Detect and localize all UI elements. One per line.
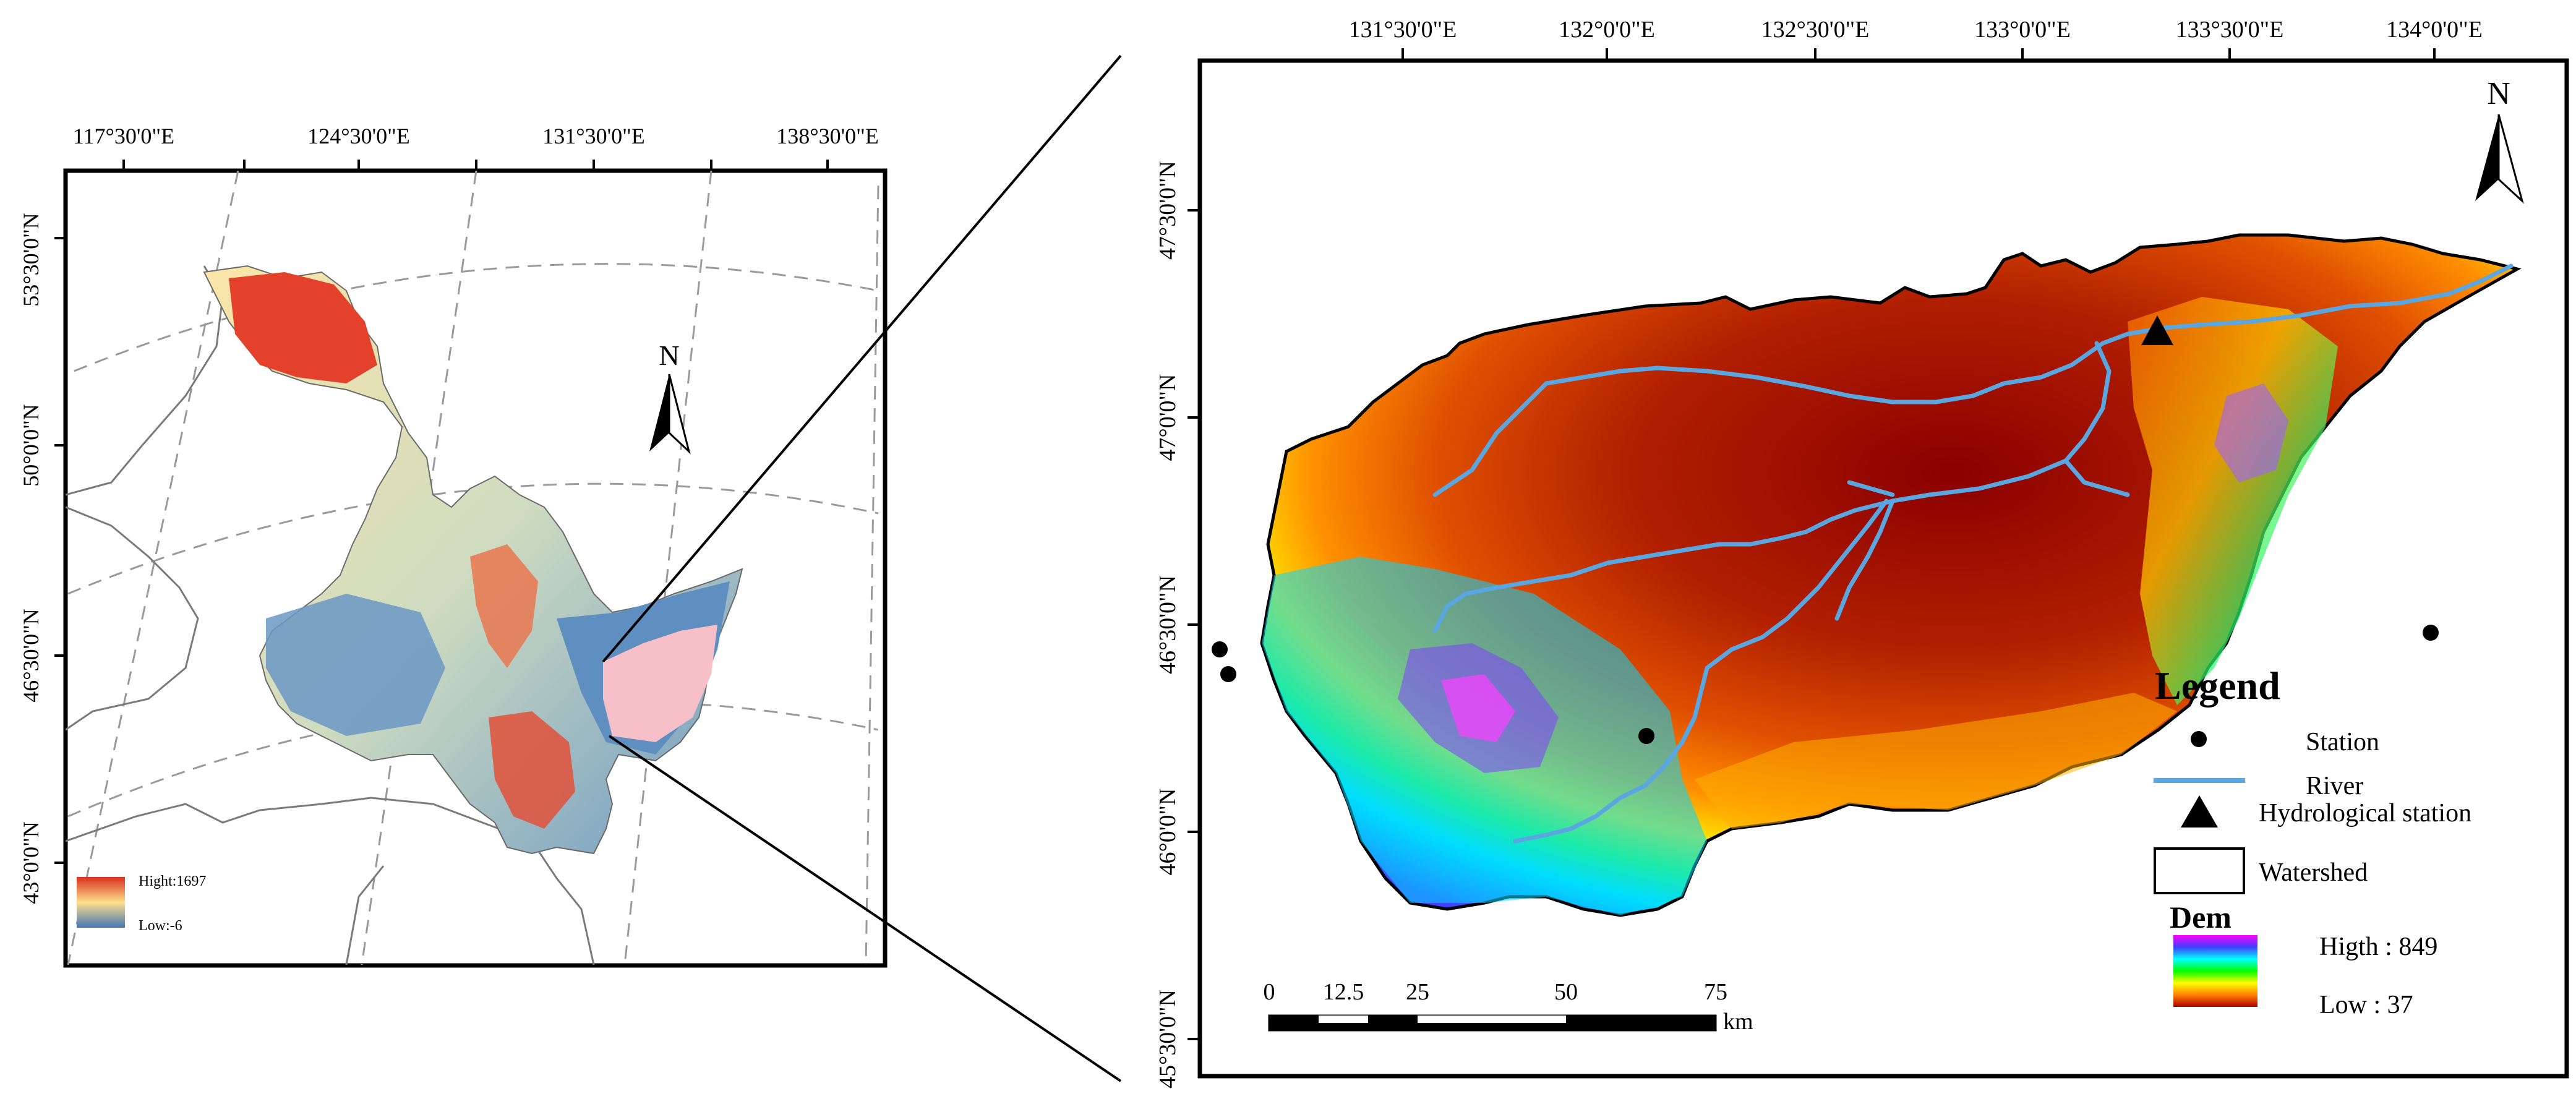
detail-lon-label: 132°30'0"E [1761,17,1870,43]
overview-lon-label: 124°30'0"E [307,124,410,148]
lowland-west [266,594,445,736]
triangle-icon [2181,795,2218,828]
detail-lon-ticks [1401,48,2436,61]
detail-map: 131°30'0"E 132°0'0"E 132°30'0"E 133°0'0"… [1155,17,2569,1088]
detail-lat-label: 47°30'0"N [1155,161,1181,260]
legend-item-river: River [2306,772,2363,800]
detail-lon-label: 132°0'0"E [1559,17,1655,43]
overview-lat-label: 53°30'0"N [19,213,43,307]
scale-bar-tick-label: 12.5 [1323,979,1364,1005]
detail-north-arrow-icon: N [2475,76,2524,204]
station-marker [2423,625,2439,641]
dem-title: Dem [2170,900,2232,935]
station-marker [1638,728,1654,744]
detail-lat-label: 46°0'0"N [1155,789,1181,876]
station-markers [1212,625,2439,744]
highland-center [470,544,538,668]
overview-north-arrow-icon: N [649,340,691,455]
legend-title: Legend [2155,664,2280,708]
scale-bar-tick-label: 50 [1554,979,1578,1005]
study-area-highlight [603,625,717,742]
detail-lon-label: 134°0'0"E [2386,17,2483,43]
rectangle-icon [2154,847,2245,894]
overview-lon-ticks [122,160,829,171]
scale-bar-tick-label: 75 [1704,979,1727,1005]
overview-legend: Hight:1697 Low:-6 [77,873,206,934]
detail-legend: Legend Station River Hydrological statio… [2154,664,2471,1019]
overview-legend-low: Low:-6 [139,918,182,934]
dem-low-label: Low : 37 [2319,991,2413,1019]
scale-bar-tick-label: 25 [1406,979,1429,1005]
overview-lat-ticks [54,237,66,864]
overview-legend-ramp [77,877,125,928]
detail-lat-label: 46°30'0"N [1155,575,1181,674]
overview-lon-label: 138°30'0"E [776,124,879,148]
overview-lat-label: 46°30'0"N [19,609,43,703]
detail-lon-label: 131°30'0"E [1349,17,1457,43]
heilongjiang-elevation [203,265,743,855]
legend-item-watershed: Watershed [2259,858,2368,887]
detail-lat-label: 45°30'0"N [1155,990,1181,1088]
watershed-dem [1260,233,2522,917]
highland-south [489,711,575,829]
overview-lon-label: 131°30'0"E [542,124,645,148]
scale-bar-unit: km [1723,1009,1753,1035]
river-network [1432,263,2514,844]
highland-northwest [229,272,377,383]
dem-northeast-mountains [2128,297,2338,705]
detail-lat-label: 47°0'0"N [1155,374,1181,461]
overview-lat-label: 43°0'0"N [19,821,43,904]
detail-lon-label: 133°0'0"E [1974,17,2071,43]
overview-lat-label: 50°0'0"N [19,404,43,487]
detail-lon-label: 133°30'0"E [2176,17,2284,43]
station-marker [1220,666,1236,682]
legend-item-station: Station [2306,728,2379,756]
dem-southeast-foothills [1695,693,2177,829]
overview-map: 117°30'0"E 124°30'0"E 131°30'0"E 138°30'… [19,124,888,968]
overview-legend-high: Hight:1697 [139,873,206,889]
hydrological-station-marker [2141,315,2173,345]
dem-high-label: Higth : 849 [2319,933,2437,961]
scale-bar: 0 12.5 25 50 75 km [1264,979,1753,1035]
detail-lat-ticks [1187,209,1200,1040]
station-marker [1212,641,1228,657]
overview-lon-label: 117°30'0"E [73,124,174,148]
dot-icon [2191,731,2207,747]
dem-color-ramp [2173,935,2257,1007]
dem-southwest-summits [1441,674,1515,742]
overview-north-label: N [659,340,679,371]
dem-northeast-peaks [2214,383,2288,482]
legend-item-hydrological-station: Hydrological station [2259,799,2471,828]
detail-north-label: N [2487,76,2510,111]
scale-bar-tick-label: 0 [1264,979,1275,1005]
zoom-connector-lines [602,54,1122,1082]
